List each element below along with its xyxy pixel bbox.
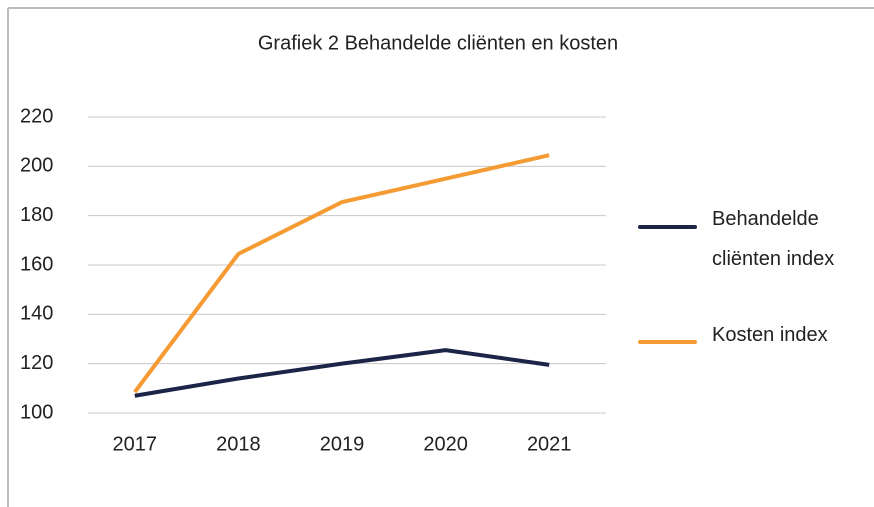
x-tick-label: 2019	[320, 433, 365, 455]
y-tick-label: 200	[20, 155, 53, 177]
x-tick-label: 2020	[423, 433, 468, 455]
x-tick-label: 2021	[527, 433, 572, 455]
y-tick-label: 100	[20, 401, 53, 423]
series-line	[133, 153, 550, 394]
x-tick-label: 2017	[113, 433, 158, 455]
legend-label: Behandelde cliënten index	[712, 208, 835, 270]
legend-label: Kosten index	[712, 324, 828, 346]
y-tick-label: 220	[20, 105, 53, 127]
y-tick-label: 180	[20, 204, 53, 226]
chart-title: Grafiek 2 Behandelde cliënten en kosten	[258, 32, 618, 54]
y-tick-label: 120	[20, 352, 53, 374]
y-tick-label: 140	[20, 303, 53, 325]
y-tick-label: 160	[20, 253, 53, 275]
x-tick-label: 2018	[216, 433, 261, 455]
series-line	[134, 348, 550, 398]
